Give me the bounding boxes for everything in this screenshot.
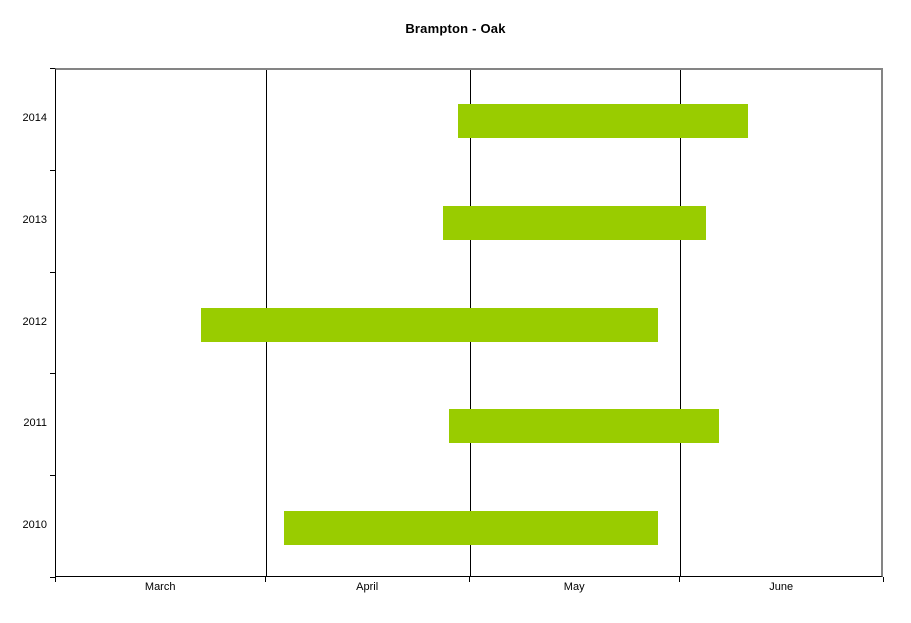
y-axis-tick: [50, 271, 55, 273]
range-bar-2013: [442, 205, 707, 240]
y-axis-tick: [50, 373, 55, 375]
x-axis-tick: [55, 577, 56, 582]
y-tick-label-2011: 2011: [23, 417, 47, 430]
x-tick-label-april: April: [356, 581, 379, 593]
plot-area: [55, 68, 883, 577]
month-gridline: [680, 70, 682, 576]
range-bar-2011: [449, 409, 720, 444]
y-tick-label-2010: 2010: [22, 519, 47, 532]
x-tick-label-june: June: [769, 581, 794, 593]
y-axis-tick: [50, 68, 55, 69]
range-bar-2014: [457, 103, 749, 138]
range-bar-2010: [284, 511, 658, 546]
y-tick-label-2014: 2014: [22, 111, 47, 124]
y-axis-tick: [50, 577, 55, 578]
y-axis-tick: [50, 475, 55, 477]
range-bar-2012: [201, 307, 658, 342]
chart-title: Brampton - Oak: [405, 21, 506, 36]
x-axis-tick: [883, 577, 884, 582]
y-tick-label-2013: 2013: [22, 213, 47, 226]
x-tick-label-may: May: [563, 581, 585, 593]
x-tick-label-march: March: [144, 581, 176, 593]
y-tick-label-2012: 2012: [22, 315, 47, 328]
x-axis-tick: [469, 577, 470, 582]
x-axis-tick: [265, 577, 267, 582]
x-axis-tick: [679, 577, 681, 582]
y-axis-tick: [50, 169, 55, 171]
